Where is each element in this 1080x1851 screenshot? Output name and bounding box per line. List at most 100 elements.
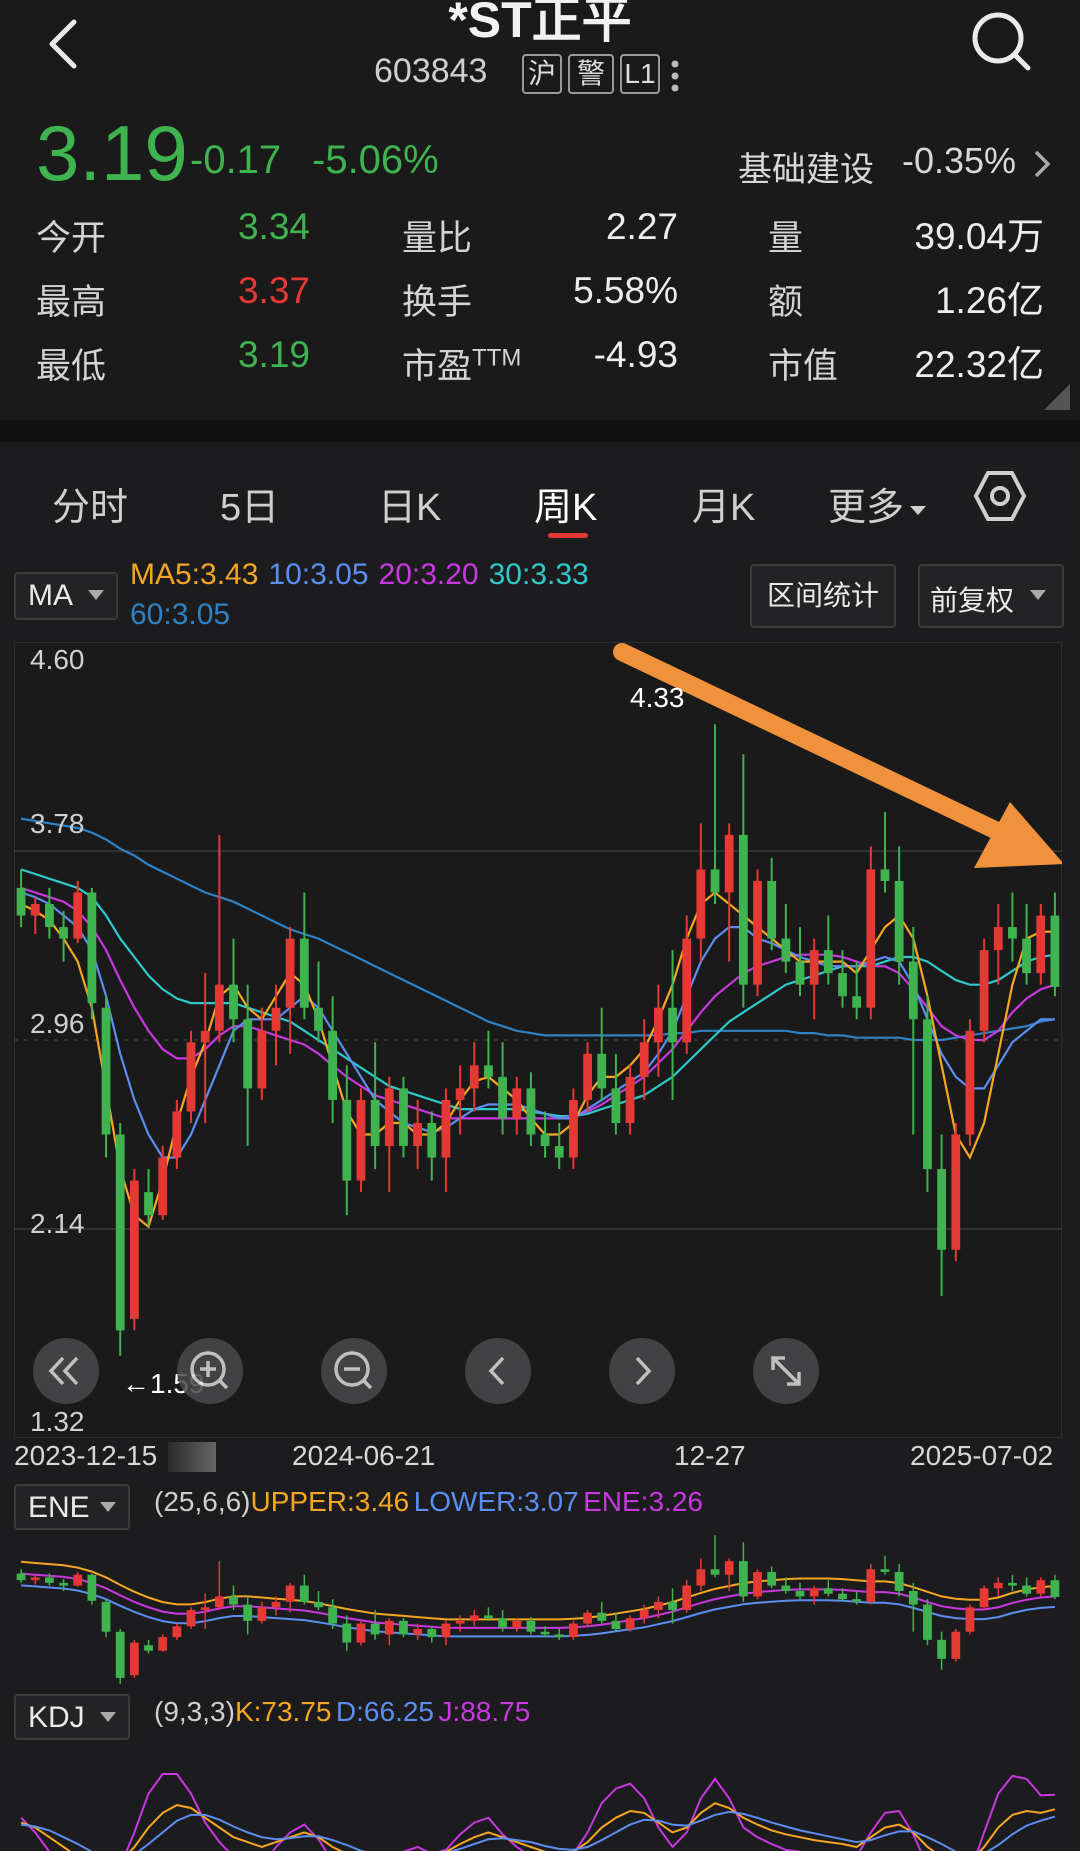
pe-ttm-sup: TTM <box>472 344 522 372</box>
candle-body <box>59 927 68 939</box>
candle-body <box>866 869 876 1008</box>
fullscreen-button[interactable] <box>753 1338 819 1404</box>
tag-warning: 警 <box>568 54 614 94</box>
ene-candle-body <box>866 1569 876 1602</box>
ene-candle-body <box>767 1572 777 1586</box>
candle-body <box>894 880 904 962</box>
candle-body <box>427 1122 437 1158</box>
search-button[interactable] <box>966 6 1036 76</box>
caret-down-icon <box>100 1502 116 1512</box>
ma-values: MA5:3.43 10:3.05 20:3.20 30:3.33 <box>130 558 730 592</box>
candle-body <box>668 1007 677 1043</box>
adjust-selector[interactable]: 前复权 <box>918 564 1064 628</box>
ene-candle-body <box>1008 1582 1017 1586</box>
ene-candle-body <box>115 1631 125 1678</box>
candle-body <box>809 950 819 985</box>
sector-change: -0.35% <box>902 140 1017 181</box>
kdj-chart[interactable] <box>14 1740 1062 1851</box>
expand-corner-icon[interactable] <box>1044 384 1070 410</box>
period-tabs <box>0 442 1080 550</box>
y-tick-2.14: 2.14 <box>30 1208 85 1239</box>
volume-value: 39.04万 <box>914 216 1044 257</box>
caret-down-icon <box>88 590 104 600</box>
double-left-icon <box>48 1356 79 1386</box>
pe-value: -4.93 <box>593 334 678 375</box>
tab-daily[interactable]: 日K <box>378 487 442 529</box>
settings-hexagon-icon <box>973 471 1027 521</box>
ma-selector[interactable]: MA <box>14 572 118 620</box>
tab-intraday[interactable]: 分时 <box>52 487 129 529</box>
candle-body <box>526 1088 536 1135</box>
trend-arrow-shaft <box>613 643 1023 848</box>
ene-candle-body <box>384 1620 394 1635</box>
kdj-selector[interactable]: KDJ <box>14 1694 130 1740</box>
zoom-in-button[interactable] <box>177 1338 243 1404</box>
scroll-left-button[interactable] <box>465 1338 531 1404</box>
ma5-value: MA5:3.43 <box>130 558 259 591</box>
y-tick-1.32: 1.32 <box>30 1406 85 1437</box>
candle-body <box>455 1088 465 1100</box>
candle-body <box>30 904 40 916</box>
expand-icon <box>771 1356 801 1386</box>
ma10-value: 10:3.05 <box>268 558 369 591</box>
ene-candle-body <box>611 1620 621 1629</box>
more-tags-button[interactable] <box>668 56 682 96</box>
ene-candle-body <box>951 1631 961 1659</box>
scroll-start-button[interactable] <box>33 1338 99 1404</box>
ma20-value: 20:3.20 <box>378 558 479 591</box>
ene-candle-body <box>144 1645 153 1651</box>
ene-candle-body <box>668 1601 677 1610</box>
amount-value: 1.26亿 <box>934 280 1044 321</box>
ene-candle-body <box>597 1612 607 1621</box>
candle-body <box>540 1134 550 1147</box>
ene-candle-body <box>158 1637 168 1651</box>
zoom-out-button[interactable] <box>321 1338 387 1404</box>
sector-link[interactable]: 基础建设 -0.35% <box>730 136 1060 190</box>
ma10-line <box>20 891 1055 1159</box>
candle-body <box>554 1146 564 1158</box>
candles <box>16 724 1060 1356</box>
ene-candle-body <box>724 1561 734 1575</box>
ene-candle-body <box>540 1631 550 1635</box>
tab-5day[interactable]: 5日 <box>220 487 280 529</box>
candle-body <box>314 1007 323 1031</box>
candle-body <box>724 834 734 893</box>
candle-body <box>229 984 238 1020</box>
ene-candle-body <box>356 1623 366 1643</box>
candle-body <box>1008 927 1017 939</box>
candle-body <box>129 1180 139 1319</box>
pe-label-text: 市盈 <box>402 347 473 386</box>
candle-body <box>908 961 918 1020</box>
ene-candle-body <box>172 1626 182 1638</box>
x-label-end: 2025-07-02 <box>910 1440 1054 1471</box>
ene-candle-body <box>73 1574 83 1586</box>
adjust-label: 前复权 <box>930 585 1015 616</box>
kline-chart[interactable] <box>14 642 1062 1438</box>
ene-params: (25,6,6) <box>154 1486 251 1517</box>
mktcap-value: 22.32亿 <box>914 344 1044 385</box>
sector-name: 基础建设 <box>738 151 874 189</box>
range-stats-button[interactable]: 区间统计 <box>750 564 896 628</box>
y-tick-3.78: 3.78 <box>30 808 85 839</box>
scroll-right-button[interactable] <box>609 1338 675 1404</box>
tab-more[interactable]: 更多 <box>828 476 928 531</box>
tab-monthly[interactable]: 月K <box>692 487 756 529</box>
candle-body <box>328 1030 338 1100</box>
candle-body <box>257 1030 267 1089</box>
tag-l1: L1 <box>620 54 660 94</box>
ene-candle-body <box>526 1620 536 1632</box>
ene-chart[interactable] <box>14 1530 1062 1690</box>
ene-candle-body <box>1036 1580 1046 1594</box>
ene-selector[interactable]: ENE <box>14 1484 130 1530</box>
turnover-label: 换手 <box>402 283 473 322</box>
tab-weekly[interactable]: 周K <box>534 487 598 529</box>
candle-body <box>271 1007 281 1031</box>
chart-settings-button[interactable] <box>972 468 1028 524</box>
ma60-value: 60:3.05 <box>130 598 231 631</box>
back-button[interactable] <box>40 10 90 70</box>
ene-candle-body <box>1050 1580 1060 1597</box>
ene-candle-body <box>696 1569 706 1586</box>
candle-body <box>823 950 833 974</box>
ene-candle-body <box>738 1561 748 1597</box>
candle-body <box>625 1076 635 1123</box>
